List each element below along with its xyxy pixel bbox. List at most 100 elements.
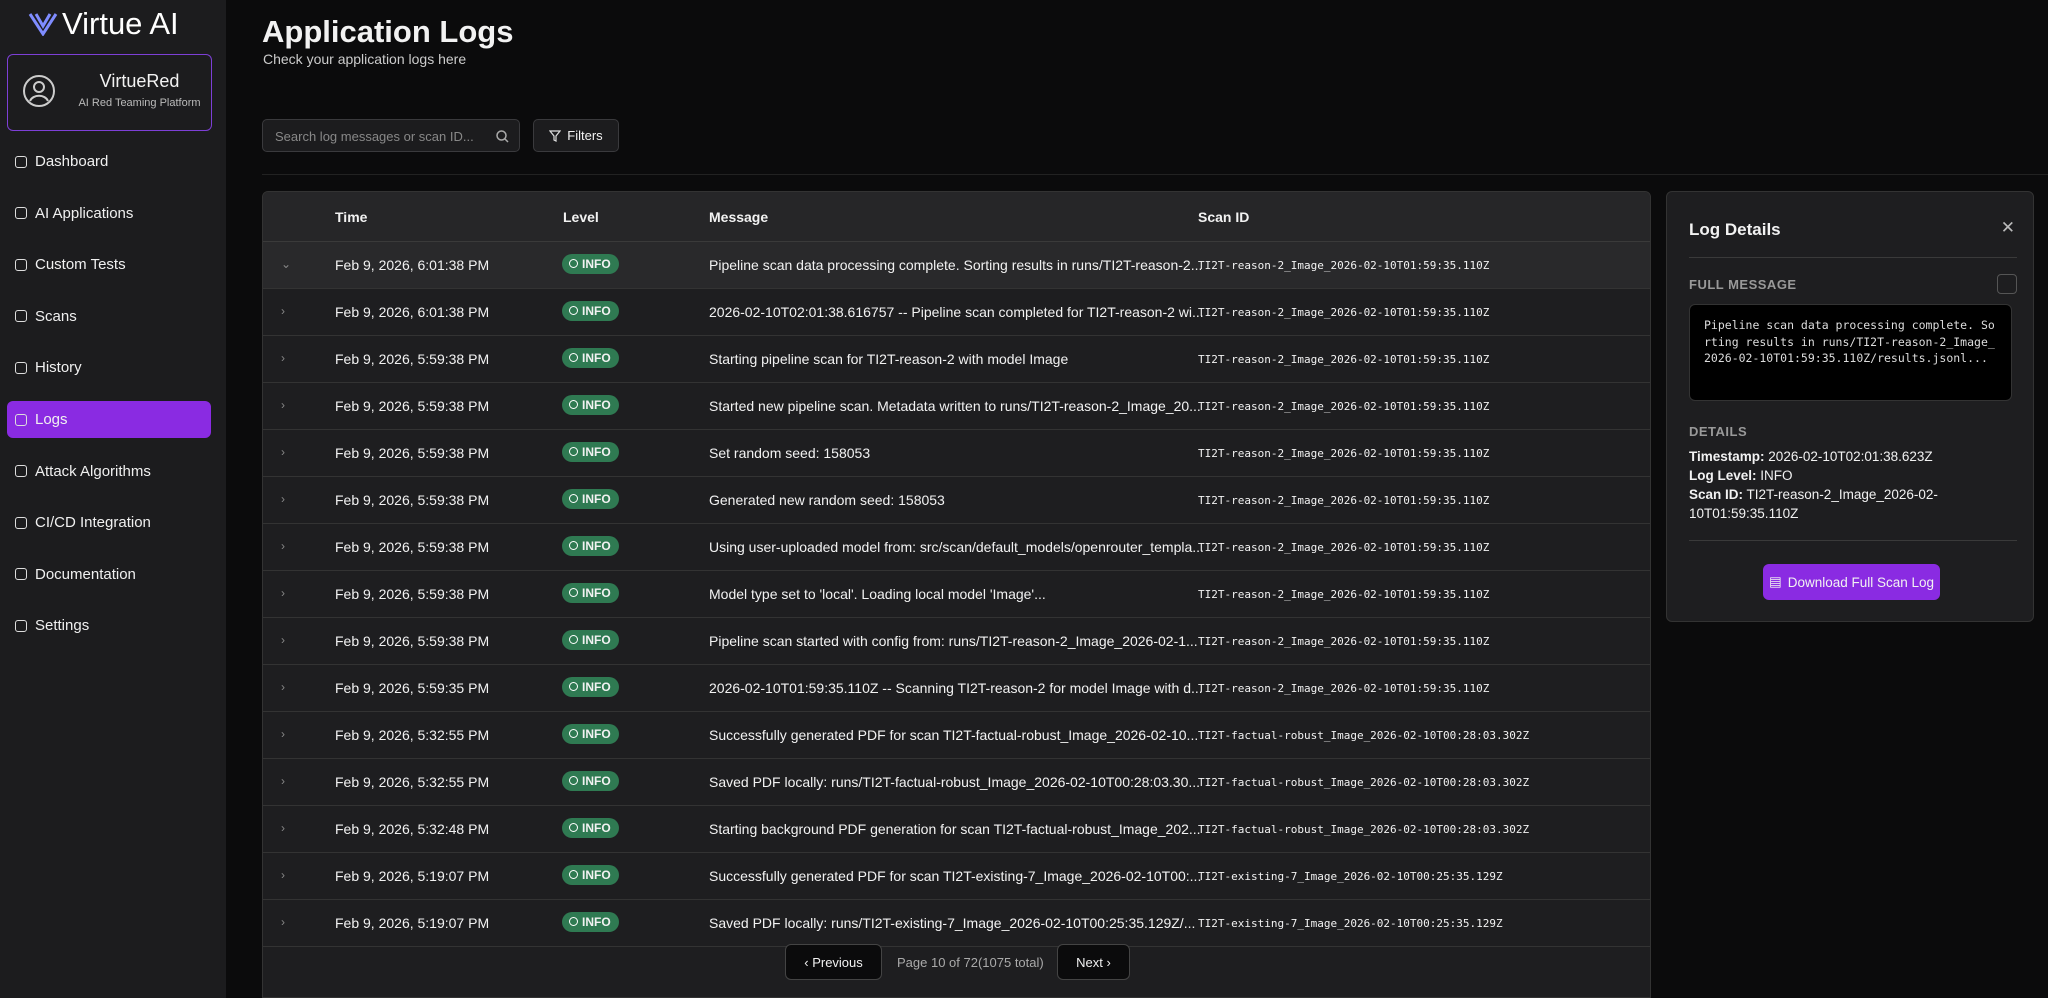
- log-time: Feb 9, 2026, 5:32:55 PM: [335, 774, 490, 790]
- scan-id: TI2T-reason-2_Image_2026-02-10T01:59:35.…: [1198, 400, 1490, 413]
- badge-icon: [569, 541, 578, 550]
- level-label: INFO: [582, 539, 611, 553]
- expand-chevron[interactable]: ›: [281, 680, 285, 694]
- log-row[interactable]: › Feb 9, 2026, 5:59:38 PM INFO Pipeline sca…: [263, 618, 1650, 665]
- nav-label: Custom Tests: [35, 256, 126, 274]
- expand-chevron[interactable]: ›: [281, 398, 285, 412]
- expand-chevron[interactable]: ›: [281, 492, 285, 506]
- log-row[interactable]: › Feb 9, 2026, 5:59:38 PM INFO Starting pip…: [263, 336, 1650, 383]
- nav-item[interactable]: Scans: [7, 298, 211, 335]
- expand-chevron[interactable]: ›: [281, 633, 285, 647]
- expand-chevron[interactable]: ›: [281, 915, 285, 929]
- scan-id: TI2T-reason-2_Image_2026-02-10T01:59:35.…: [1198, 259, 1490, 272]
- log-time: Feb 9, 2026, 5:19:07 PM: [335, 915, 490, 931]
- nav-icon: [15, 258, 27, 271]
- nav-item[interactable]: Dashboard: [7, 143, 211, 180]
- scan-id: TI2T-reason-2_Image_2026-02-10T01:59:35.…: [1198, 447, 1490, 460]
- badge-icon: [569, 917, 578, 926]
- expand-chevron[interactable]: ›: [281, 868, 285, 882]
- nav-label: CI/CD Integration: [35, 514, 151, 532]
- level-badge: INFO: [562, 677, 619, 697]
- level-label: INFO: [582, 774, 611, 788]
- scan-id: TI2T-existing-7_Image_2026-02-10T00:25:3…: [1198, 917, 1503, 930]
- expand-chevron[interactable]: ›: [281, 586, 285, 600]
- filter-icon: [549, 129, 562, 142]
- nav-item[interactable]: CI/CD Integration: [7, 504, 211, 541]
- expand-chevron[interactable]: ›: [281, 445, 285, 459]
- nav-icon: [15, 619, 27, 632]
- log-row[interactable]: › Feb 9, 2026, 5:32:55 PM INFO Successfully…: [263, 712, 1650, 759]
- log-row[interactable]: ⌄ Feb 9, 2026, 6:01:38 PM INFO Pipeline sca…: [263, 242, 1650, 289]
- nav-item[interactable]: Logs: [7, 401, 211, 438]
- previous-label: Previous: [812, 954, 863, 970]
- expand-chevron[interactable]: ⌄: [281, 257, 292, 271]
- log-message: 2026-02-10T01:59:35.110Z -- Scanning TI2…: [709, 680, 1203, 696]
- badge-icon: [569, 447, 578, 456]
- scan-id: TI2T-factual-robust_Image_2026-02-10T00:…: [1198, 776, 1530, 789]
- expand-chevron[interactable]: ›: [281, 304, 285, 318]
- nav-label: Attack Algorithms: [35, 462, 151, 480]
- logo-mark: [28, 13, 58, 36]
- previous-button[interactable]: ‹ Previous: [785, 944, 882, 980]
- expand-chevron[interactable]: ›: [281, 351, 285, 365]
- expand-chevron[interactable]: ›: [281, 539, 285, 553]
- log-row[interactable]: › Feb 9, 2026, 5:59:38 PM INFO Set random s…: [263, 430, 1650, 477]
- level-label: INFO: [582, 304, 611, 318]
- log-row[interactable]: › Feb 9, 2026, 5:59:38 PM INFO Using user-u…: [263, 524, 1650, 571]
- log-message: Pipeline scan started with config from: …: [709, 633, 1198, 649]
- log-message: Model type set to 'local'. Loading local…: [709, 586, 1046, 602]
- nav-icon: [15, 413, 27, 426]
- level-badge: INFO: [562, 818, 619, 838]
- next-button[interactable]: Next ›: [1057, 944, 1130, 980]
- download-label: Download Full Scan Log: [1787, 574, 1935, 590]
- profile-card[interactable]: VirtueRed AI Red Teaming Platform: [7, 54, 212, 131]
- nav-item[interactable]: Custom Tests: [7, 246, 211, 283]
- expand-chevron[interactable]: ›: [281, 727, 285, 741]
- log-message: 2026-02-10T02:01:38.616757 -- Pipeline s…: [709, 304, 1204, 320]
- download-button[interactable]: ▤ Download Full Scan Log: [1763, 564, 1940, 600]
- close-button[interactable]: ✕: [2000, 218, 2015, 237]
- nav-icon: [15, 568, 27, 581]
- profile-subtitle: AI Red Teaming Platform: [78, 97, 201, 109]
- level-label: INFO: [582, 680, 611, 694]
- detail-value: 2026-02-10T02:01:38.623Z: [1768, 449, 1933, 464]
- log-row[interactable]: › Feb 9, 2026, 5:32:55 PM INFO Saved PDF lo…: [263, 759, 1650, 806]
- search-input[interactable]: Search log messages or scan ID...: [262, 119, 520, 152]
- scan-id: TI2T-reason-2_Image_2026-02-10T01:59:35.…: [1198, 306, 1490, 319]
- badge-icon: [569, 682, 578, 691]
- log-row[interactable]: › Feb 9, 2026, 5:32:48 PM INFO Starting bac…: [263, 806, 1650, 853]
- filters-button[interactable]: Filters: [533, 119, 619, 152]
- log-row[interactable]: › Feb 9, 2026, 5:59:35 PM INFO 2026-02-10T0…: [263, 665, 1650, 712]
- panel-title: Log Details: [1689, 220, 1781, 239]
- expand-chevron[interactable]: ›: [281, 821, 285, 835]
- expand-chevron[interactable]: ›: [281, 774, 285, 788]
- log-row[interactable]: › Feb 9, 2026, 5:59:38 PM INFO Started new …: [263, 383, 1650, 430]
- nav-item[interactable]: Documentation: [7, 556, 211, 593]
- badge-icon: [569, 729, 578, 738]
- level-label: INFO: [582, 821, 611, 835]
- badge-icon: [569, 635, 578, 644]
- nav-item[interactable]: Settings: [7, 607, 211, 644]
- log-row[interactable]: › Feb 9, 2026, 5:59:38 PM INFO Model type s…: [263, 571, 1650, 618]
- page-subtitle: Check your application logs here: [263, 51, 467, 67]
- nav-icon: [15, 361, 27, 374]
- nav-item[interactable]: History: [7, 349, 211, 386]
- nav-item[interactable]: Attack Algorithms: [7, 453, 211, 490]
- copy-button[interactable]: [1997, 274, 2017, 294]
- detail-label: Scan ID:: [1689, 487, 1744, 502]
- log-time: Feb 9, 2026, 5:32:48 PM: [335, 821, 490, 837]
- log-row[interactable]: › Feb 9, 2026, 5:59:38 PM INFO Generated ne…: [263, 477, 1650, 524]
- badge-icon: [569, 776, 578, 785]
- separator: [1689, 257, 2017, 258]
- nav-label: AI Applications: [35, 204, 134, 222]
- nav-item[interactable]: AI Applications: [7, 195, 211, 232]
- log-time: Feb 9, 2026, 5:59:38 PM: [335, 539, 490, 555]
- log-row[interactable]: › Feb 9, 2026, 6:01:38 PM INFO 2026-02-10T0…: [263, 289, 1650, 336]
- log-time: Feb 9, 2026, 5:59:38 PM: [335, 351, 490, 367]
- log-row[interactable]: › Feb 9, 2026, 5:19:07 PM INFO Saved PDF lo…: [263, 900, 1650, 947]
- table-header: Time Level Message Scan ID: [263, 192, 1650, 242]
- log-row[interactable]: › Feb 9, 2026, 5:19:07 PM INFO Successfully…: [263, 853, 1650, 900]
- detail-label: Log Level:: [1689, 468, 1757, 483]
- nav-label: Settings: [35, 617, 90, 635]
- log-time: Feb 9, 2026, 5:59:38 PM: [335, 398, 490, 414]
